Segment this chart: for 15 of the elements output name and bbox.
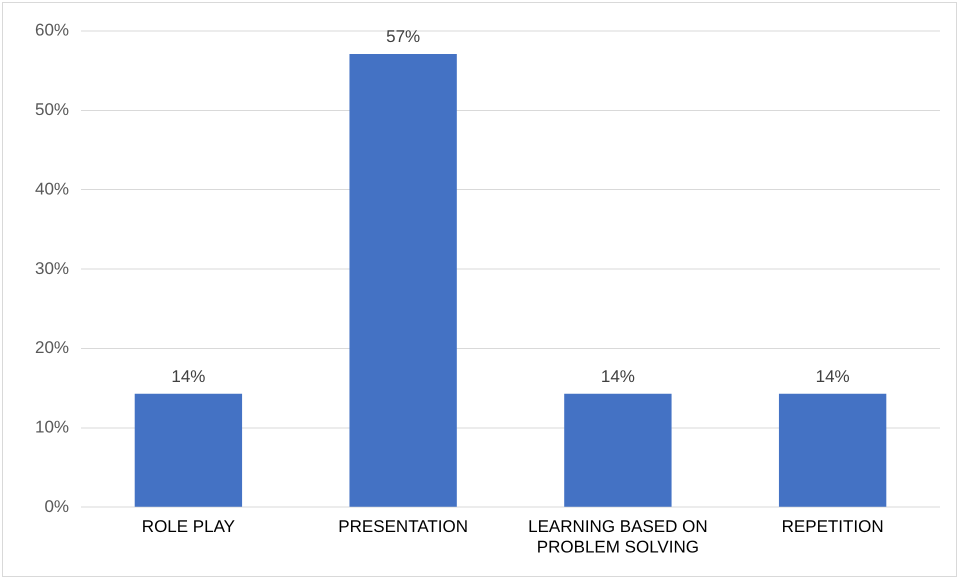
x-tick-label: PRESENTATION (338, 517, 468, 536)
x-tick-label: LEARNING BASED ON PROBLEM SOLVING (528, 517, 708, 556)
x-tick-label: ROLE PLAY (142, 517, 236, 536)
data-label: 14% (816, 366, 850, 386)
data-label: 14% (600, 366, 635, 386)
y-tick-label: 60% (34, 20, 70, 40)
data-label: 14% (171, 366, 206, 386)
y-tick-label: 10% (34, 418, 70, 437)
y-tick-label: 40% (34, 179, 70, 198)
y-tick-label: 20% (34, 338, 70, 358)
x-tick-label: REPETITION (782, 517, 884, 536)
y-tick-label: 0% (44, 496, 70, 516)
y-tick-label: 50% (34, 100, 70, 120)
y-tick-label: 30% (34, 258, 70, 278)
data-label: 57% (386, 27, 420, 46)
